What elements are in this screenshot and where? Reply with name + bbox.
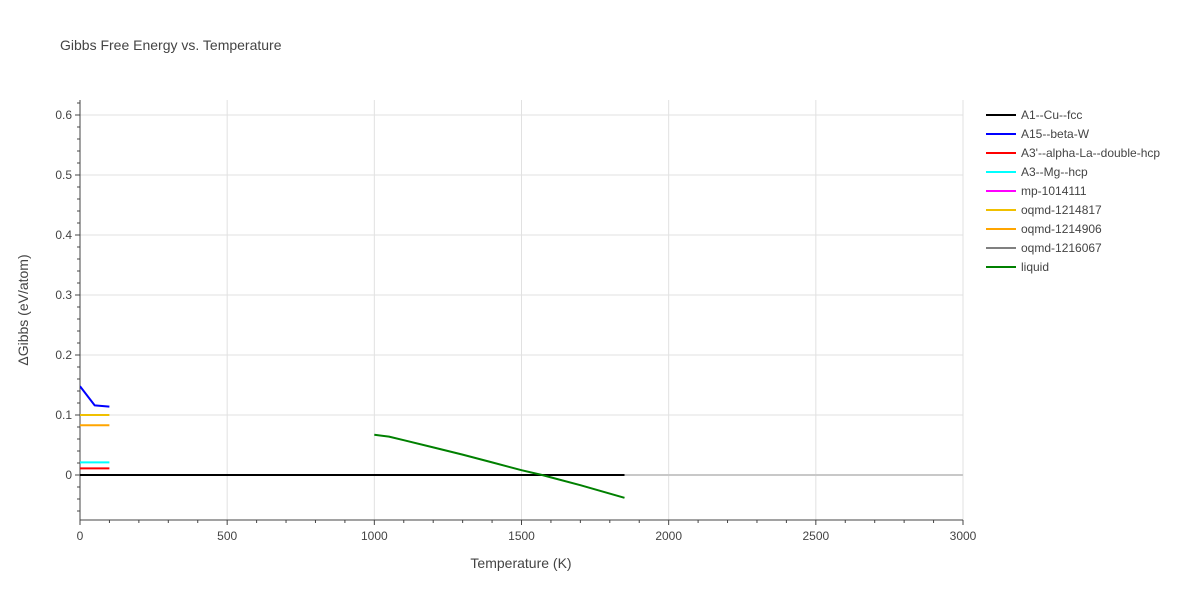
series-layer xyxy=(80,385,625,499)
y-tick-label: 0.4 xyxy=(55,228,72,242)
legend-item[interactable]: A15--beta-W xyxy=(986,127,1090,141)
x-tick-label: 1500 xyxy=(508,529,535,543)
legend-item[interactable]: liquid xyxy=(986,260,1049,274)
legend-label: A1--Cu--fcc xyxy=(1021,108,1082,122)
legend-item[interactable]: oqmd-1214817 xyxy=(986,203,1102,217)
y-tick-label: 0.2 xyxy=(55,348,72,362)
legend-item[interactable]: A3--Mg--hcp xyxy=(986,165,1088,179)
x-tick-label: 2500 xyxy=(802,529,829,543)
legend-label: A3--Mg--hcp xyxy=(1021,165,1088,179)
series-line-a15-beta-w xyxy=(80,385,110,408)
x-tick-label: 3000 xyxy=(950,529,977,543)
legend-label: A15--beta-W xyxy=(1021,127,1090,141)
legend-item[interactable]: A1--Cu--fcc xyxy=(986,108,1082,122)
legend-label: A3'--alpha-La--double-hcp xyxy=(1021,146,1160,160)
legend-label: oqmd-1214906 xyxy=(1021,222,1102,236)
y-tick-label: 0.1 xyxy=(55,408,72,422)
chart-title: Gibbs Free Energy vs. Temperature xyxy=(60,37,282,53)
y-tick-label: 0 xyxy=(65,468,72,482)
legend-item[interactable]: oqmd-1216067 xyxy=(986,241,1102,255)
axes-layer: 0 500 1000 1500 2000 2500 3000 0 0.1 0.2 0.3 0.4 0.5… xyxy=(55,100,977,543)
legend-label: mp-1014111 xyxy=(1021,184,1087,198)
legend-item[interactable]: mp-1014111 xyxy=(986,184,1087,198)
x-tick-label: 2000 xyxy=(655,529,682,543)
x-axis-title: Temperature (K) xyxy=(470,555,571,571)
series-line-liquid xyxy=(374,433,625,499)
legend-item[interactable]: A3'--alpha-La--double-hcp xyxy=(986,146,1160,160)
y-tick-label: 0.6 xyxy=(55,108,72,122)
y-tick-label: 0.5 xyxy=(55,168,72,182)
legend-label: oqmd-1216067 xyxy=(1021,241,1102,255)
legend-label: oqmd-1214817 xyxy=(1021,203,1102,217)
legend: A1--Cu--fcc A15--beta-W A3'--alpha-La--dou… xyxy=(986,108,1160,274)
x-tick-label: 0 xyxy=(77,529,84,543)
y-tick-label: 0.3 xyxy=(55,288,72,302)
legend-item[interactable]: oqmd-1214906 xyxy=(986,222,1102,236)
legend-label: liquid xyxy=(1021,260,1049,274)
x-tick-label: 1000 xyxy=(361,529,388,543)
x-tick-label: 500 xyxy=(217,529,237,543)
y-axis-title: ΔGibbs (eV/atom) xyxy=(15,254,31,365)
